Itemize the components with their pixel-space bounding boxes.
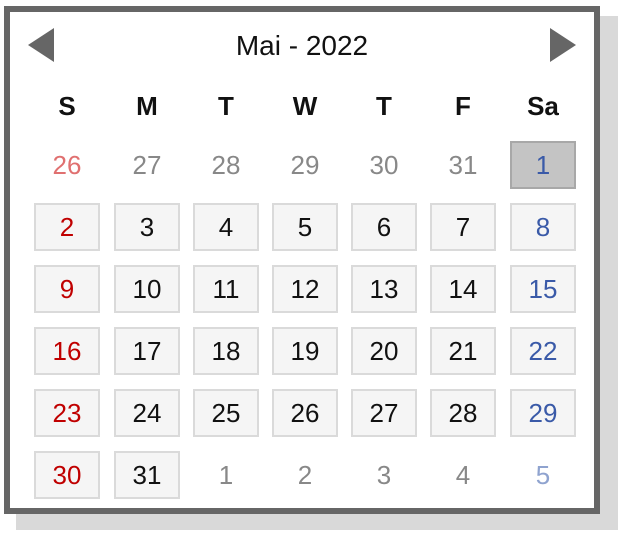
day-cell-outside-month[interactable]: 27: [132, 149, 162, 180]
day-cell[interactable]: 11: [193, 265, 259, 313]
weekday-label: T: [376, 91, 392, 121]
day-cell[interactable]: 24: [114, 389, 180, 437]
day-cell-outside-month[interactable]: 1: [218, 459, 234, 490]
day-cell-outside-month[interactable]: 2: [297, 459, 313, 490]
day-cell[interactable]: 17: [114, 327, 180, 375]
weekday-header-row: S M T W T F Sa: [10, 91, 594, 131]
day-cell[interactable]: 16: [34, 327, 100, 375]
day-cell[interactable]: 5: [272, 203, 338, 251]
weekday-label: S: [58, 91, 76, 121]
day-cell[interactable]: 28: [430, 389, 496, 437]
day-cell[interactable]: 31: [114, 451, 180, 499]
day-cell[interactable]: 7: [430, 203, 496, 251]
day-cell[interactable]: 9: [34, 265, 100, 313]
day-cell[interactable]: 20: [351, 327, 417, 375]
triangle-left-icon: [28, 28, 54, 62]
day-cell[interactable]: 19: [272, 327, 338, 375]
weekday-label: T: [218, 91, 234, 121]
weekday-label: F: [455, 91, 471, 121]
day-cell[interactable]: 12: [272, 265, 338, 313]
day-cell-selected[interactable]: 1: [510, 141, 576, 189]
next-month-button[interactable]: [548, 28, 578, 62]
day-cell[interactable]: 18: [193, 327, 259, 375]
day-cell-outside-month[interactable]: 28: [211, 149, 241, 180]
day-cell[interactable]: 26: [272, 389, 338, 437]
day-cell[interactable]: 22: [510, 327, 576, 375]
day-cell-outside-month[interactable]: 31: [448, 149, 478, 180]
day-cell[interactable]: 27: [351, 389, 417, 437]
day-cell[interactable]: 21: [430, 327, 496, 375]
day-cell-outside-month[interactable]: 30: [369, 149, 399, 180]
day-cell-outside-month[interactable]: 3: [376, 459, 392, 490]
day-cell[interactable]: 13: [351, 265, 417, 313]
day-cell[interactable]: 25: [193, 389, 259, 437]
calendar-widget: Mai - 2022 S M T W T F Sa 26 27 28 29 30 31 1 2 3 4 5 6 7 8…: [4, 6, 600, 514]
day-cell[interactable]: 15: [510, 265, 576, 313]
day-cell[interactable]: 30: [34, 451, 100, 499]
day-cell[interactable]: 29: [510, 389, 576, 437]
day-cell[interactable]: 4: [193, 203, 259, 251]
day-cell-outside-month[interactable]: 4: [455, 459, 471, 490]
day-cell-outside-month[interactable]: 5: [535, 459, 551, 490]
day-cell[interactable]: 10: [114, 265, 180, 313]
day-grid: 26 27 28 29 30 31 1 2 3 4 5 6 7 8 9 10 11 12 13 14 15 16 17 18 1…: [10, 12, 594, 508]
day-cell[interactable]: 6: [351, 203, 417, 251]
calendar-header: Mai - 2022: [10, 12, 594, 76]
day-cell-outside-month[interactable]: 29: [290, 149, 320, 180]
day-cell[interactable]: 23: [34, 389, 100, 437]
weekday-label: Sa: [527, 91, 559, 121]
day-cell[interactable]: 2: [34, 203, 100, 251]
day-cell-outside-month[interactable]: 26: [52, 149, 82, 180]
month-year-title: Mai - 2022: [235, 30, 369, 61]
weekday-label: W: [292, 91, 318, 121]
day-cell[interactable]: 14: [430, 265, 496, 313]
previous-month-button[interactable]: [26, 28, 56, 62]
day-cell[interactable]: 8: [510, 203, 576, 251]
weekday-label: M: [136, 91, 158, 121]
day-cell[interactable]: 3: [114, 203, 180, 251]
triangle-right-icon: [550, 28, 576, 62]
